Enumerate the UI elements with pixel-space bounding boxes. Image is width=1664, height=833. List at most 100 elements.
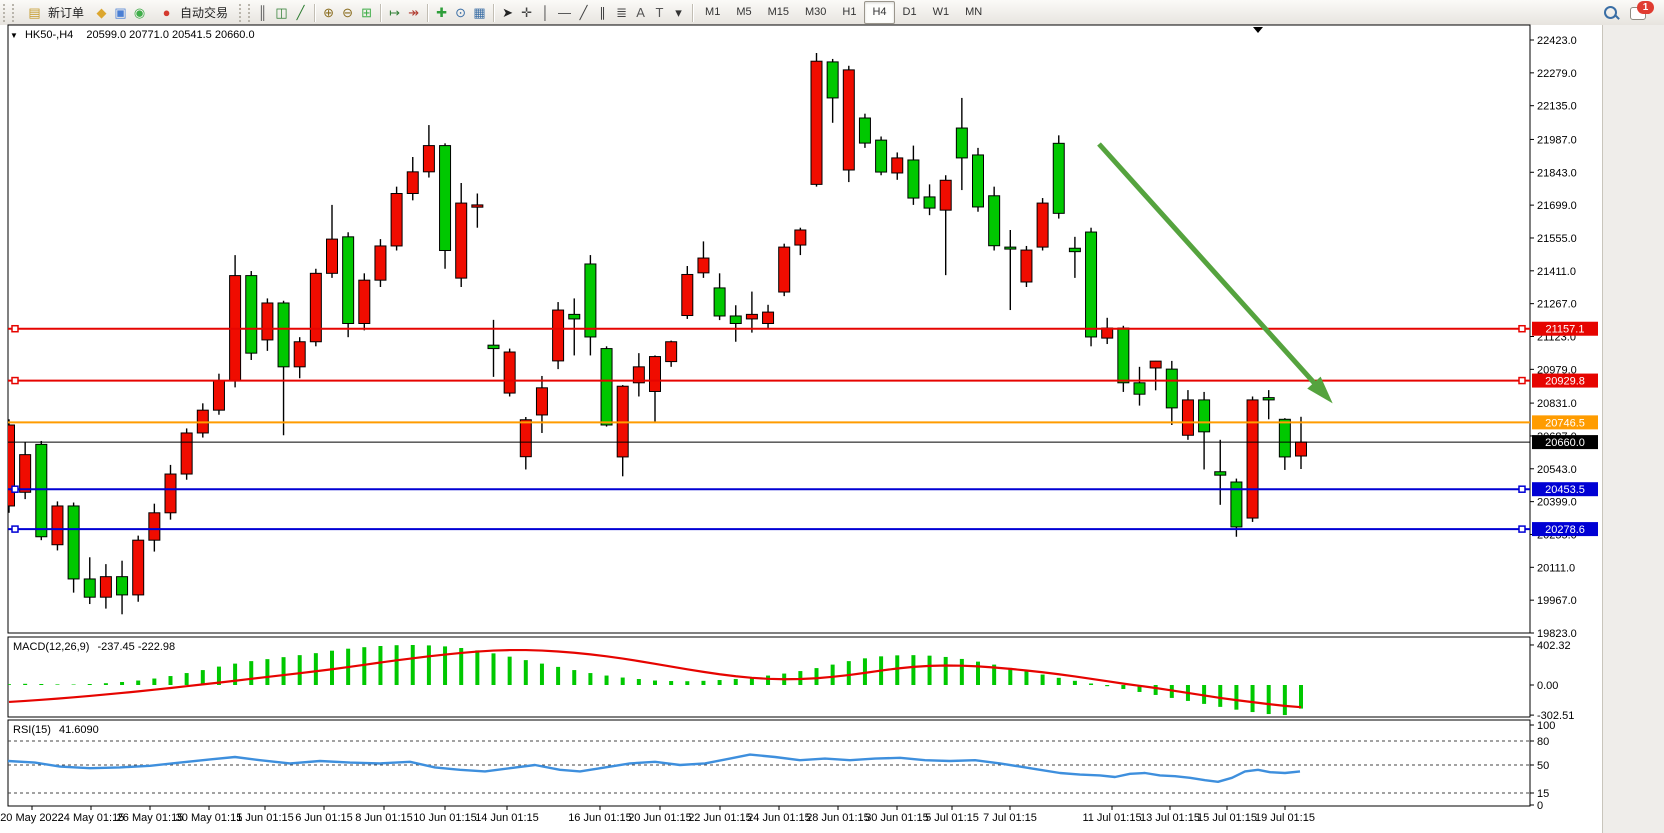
candle [261, 298, 274, 351]
auto-trading-button[interactable]: ● 自动交易 [150, 1, 235, 25]
navigator-icon[interactable]: ▣ [114, 5, 127, 20]
macd-axis-label: 402.32 [1537, 640, 1571, 652]
candle [83, 557, 96, 605]
candle [1198, 391, 1211, 470]
candle [713, 273, 726, 321]
chart-title: ▼ HK50-,H4 20599.0 20771.0 20541.5 20660… [10, 29, 255, 41]
price-tick-label: 19967.0 [1537, 595, 1577, 607]
candle [842, 65, 855, 183]
time-tick-label: 28 Jun 01:15 [806, 812, 870, 824]
rsi-indicator-label: RSI(15) 41.6090 [13, 724, 99, 736]
terminal-icon[interactable]: ◉ [133, 5, 146, 20]
candle [826, 58, 839, 123]
price-tick-label: 22279.0 [1537, 68, 1577, 80]
ohlc-close: 20660.0 [214, 29, 255, 41]
new-order-button[interactable]: ▤ 新订单 [18, 1, 91, 25]
toolbar-grip[interactable] [3, 3, 14, 22]
price-level-badge-text: 20746.5 [1545, 417, 1585, 429]
main-toolbar: ▤ 新订单 ◆ ▣ ◉ ● 自动交易 ║ ◫ ╱ ⊕ ⊖ ⊞ ↦ ↠ ✚ ⊙ ▦ ➤ ✛ │ — ╱ ∥ ≣ A T ▾ M1 M5 M15… [0, 0, 1664, 26]
ohlc-open: 20599.0 [86, 29, 127, 41]
rsi-value: 41.6090 [58, 724, 99, 736]
candlestick-icon[interactable]: ◫ [275, 5, 288, 20]
trendline-icon[interactable]: ╱ [579, 5, 588, 20]
candle [907, 145, 920, 205]
time-tick-label: 20 May 2022 [0, 812, 64, 824]
market-watch-icon[interactable]: ◆ [96, 5, 107, 20]
candle [794, 227, 807, 256]
rsi-axis-label: 80 [1537, 736, 1549, 748]
price-level-line[interactable]: 20929.8 [8, 373, 1598, 388]
candle [568, 298, 581, 356]
tile-windows-icon[interactable]: ⊞ [361, 5, 372, 20]
timeframe-m30-button[interactable]: M30 [805, 6, 827, 18]
label-icon[interactable]: T [655, 5, 664, 20]
price-level-line[interactable]: 20746.5 [8, 415, 1598, 430]
candle [1004, 229, 1017, 311]
candle [649, 355, 661, 422]
price-tick-label: 21843.0 [1537, 167, 1577, 179]
timeframe-h1-button[interactable]: H1 [842, 6, 857, 18]
crosshair-icon[interactable]: ✛ [521, 5, 532, 20]
bar-chart-icon[interactable]: ║ [257, 5, 268, 20]
macd-panel [8, 645, 1303, 716]
rsi-name: RSI(15) [13, 724, 51, 736]
price-level-badge-text: 21157.1 [1546, 324, 1585, 336]
chart-shift-marker[interactable] [1253, 27, 1263, 33]
auto-trading-label: 自动交易 [180, 6, 229, 20]
candle [1036, 198, 1049, 251]
candle [1165, 360, 1178, 425]
candle [1149, 360, 1162, 391]
price-level-line[interactable]: 21157.1 [8, 321, 1598, 336]
candle [762, 304, 775, 329]
candle [875, 136, 888, 176]
trend-arrow[interactable] [1097, 142, 1333, 404]
price-level-line[interactable]: 20278.6 [8, 522, 1598, 537]
timeframe-m5-button[interactable]: M5 [736, 6, 752, 18]
price-level-line[interactable]: 20453.5 [8, 482, 1598, 497]
zoom-in-icon[interactable]: ⊕ [323, 5, 334, 20]
text-icon[interactable]: A [636, 5, 645, 20]
timeframe-d1-button[interactable]: D1 [902, 6, 917, 18]
timeframe-m15-button[interactable]: M15 [767, 6, 789, 18]
price-level-line[interactable]: 20660.0 [8, 435, 1598, 450]
rsi-line [7, 753, 1301, 783]
timeframe-h4-button[interactable]: H4 [864, 1, 895, 24]
candle [665, 340, 678, 367]
template-icon[interactable]: ▦ [473, 5, 486, 20]
candle [1020, 245, 1033, 288]
shapes-icon[interactable]: ▾ [675, 5, 682, 20]
price-level-badge-text: 20453.5 [1545, 484, 1585, 496]
cursor-icon[interactable]: ➤ [502, 5, 513, 20]
horizontal-line-icon[interactable]: — [558, 5, 572, 20]
chat-icon[interactable]: 1 [1630, 0, 1654, 22]
auto-scroll-icon[interactable]: ↦ [389, 5, 400, 20]
chart-shift-icon[interactable]: ↠ [408, 5, 419, 20]
price-tick-label: 22423.0 [1537, 35, 1577, 47]
chevron-down-icon[interactable]: ▼ [10, 31, 18, 40]
price-tick-label: 19823.0 [1537, 628, 1577, 640]
channel-icon[interactable]: ∥ [599, 5, 606, 20]
timeframe-m1-button[interactable]: M1 [705, 6, 721, 18]
candle [374, 239, 387, 288]
vertical-line-icon[interactable]: │ [541, 5, 550, 20]
time-tick-label: 15 Jul 01:15 [1197, 812, 1257, 824]
fibonacci-icon[interactable]: ≣ [616, 5, 627, 20]
candle [309, 268, 322, 347]
candle [778, 243, 791, 297]
time-tick-label: 7 Jul 01:15 [983, 812, 1037, 824]
search-icon[interactable] [1602, 4, 1620, 22]
candle [1133, 366, 1146, 406]
periods-icon[interactable]: ⊙ [455, 5, 466, 20]
timeframe-mn-button[interactable]: MN [965, 6, 983, 18]
price-axis[interactable]: 22423.0 22279.0 22135.0 21987.0 21843.0 21699… [1530, 35, 1577, 640]
candle [1181, 390, 1194, 440]
zoom-out-icon[interactable]: ⊖ [342, 5, 353, 20]
timeframe-w1-button[interactable]: W1 [932, 6, 950, 18]
time-tick-label: 14 Jun 01:15 [475, 812, 539, 824]
candle [939, 175, 952, 276]
new-chart-icon[interactable]: ✚ [436, 5, 447, 20]
toolbar-grip[interactable] [239, 3, 251, 22]
line-chart-icon[interactable]: ╱ [296, 5, 305, 20]
